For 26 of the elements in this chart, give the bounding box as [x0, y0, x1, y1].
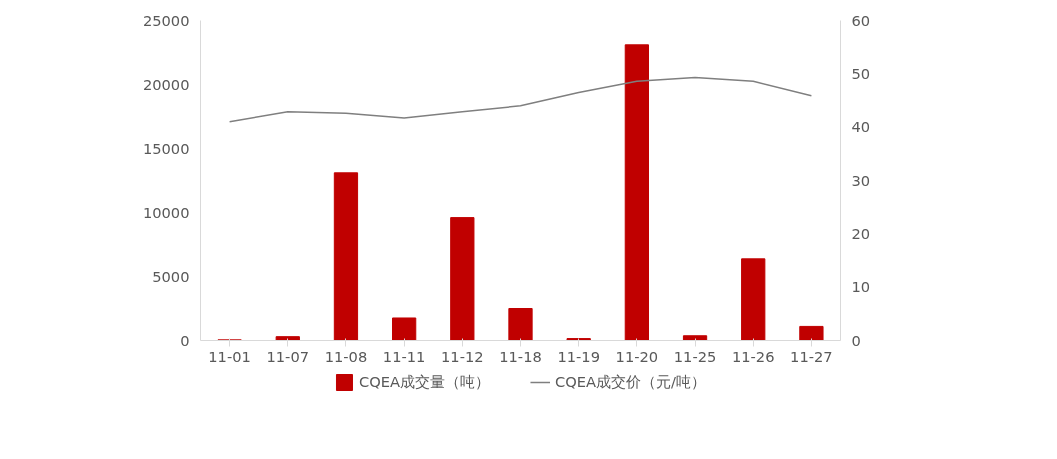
y2-tick-label: 0 — [851, 331, 861, 349]
y2-tick-label: 50 — [851, 64, 871, 82]
y2-tick-label: 10 — [851, 278, 871, 296]
x-tick-label: 11-25 — [673, 347, 717, 365]
x-tick-label: 11-20 — [615, 347, 659, 365]
y-tick-label: 15000 — [142, 139, 190, 157]
y2-tick-label: 60 — [851, 11, 871, 29]
y-tick-label: 10000 — [142, 203, 190, 221]
y-tick-label: 5000 — [152, 267, 190, 285]
x-tick-label: 11-12 — [441, 347, 484, 365]
x-tick-label: 11-08 — [324, 347, 368, 365]
x-tick-label: 11-27 — [790, 347, 833, 365]
x-tick-label: 11-18 — [499, 347, 542, 365]
y-tick-label: 0 — [180, 331, 190, 349]
x-tick-label: 11-07 — [266, 347, 310, 365]
y-tick-label: 25000 — [142, 11, 190, 29]
legend-label: CQEA成交量（吨） — [358, 372, 491, 392]
x-tick-label: 11-19 — [557, 347, 600, 365]
x-tick-label: 11-26 — [731, 347, 775, 365]
legend-label: CQEA成交价（元/吨） — [555, 372, 707, 392]
y2-tick-label: 20 — [851, 224, 871, 242]
x-tick-label: 11-01 — [208, 347, 251, 365]
x-tick-label: 11-11 — [382, 347, 426, 365]
y2-tick-label: 40 — [851, 118, 871, 136]
y-tick-label: 20000 — [142, 75, 190, 93]
y2-tick-label: 30 — [851, 171, 871, 189]
